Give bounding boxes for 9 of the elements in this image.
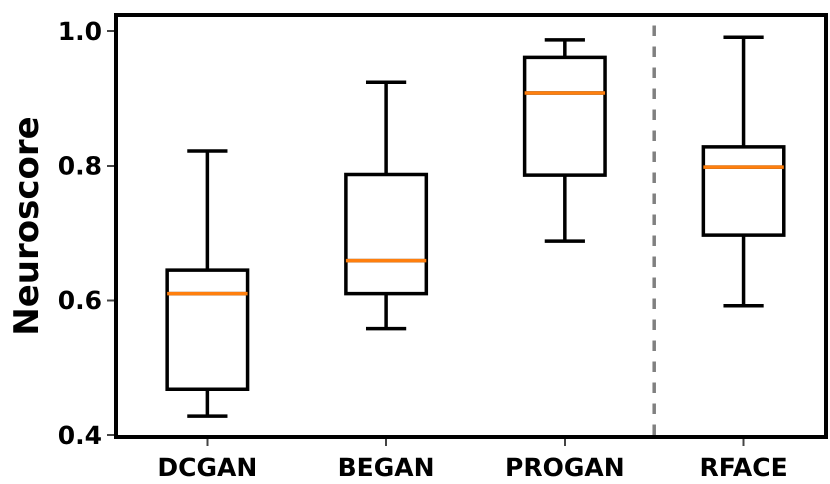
x-tick-label: DCGAN [157, 453, 258, 482]
y-tick-label: 0.6 [58, 286, 102, 316]
y-tick-label: 0.4 [58, 420, 102, 450]
y-tick-label: 1.0 [58, 16, 102, 46]
y-axis-title: Neuroscore [6, 116, 47, 336]
y-tick-label: 0.8 [58, 152, 102, 181]
x-tick-label: RFACE [699, 453, 788, 482]
x-tick-label: PROGAN [505, 453, 625, 482]
x-tick-label: BEGAN [338, 453, 435, 482]
